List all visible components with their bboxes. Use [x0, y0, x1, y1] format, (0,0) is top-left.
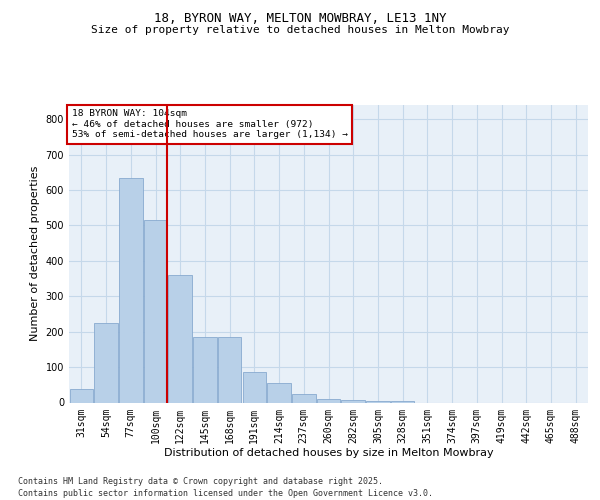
Bar — [292, 394, 316, 402]
Bar — [144, 220, 167, 402]
Bar — [317, 399, 340, 402]
Text: Contains public sector information licensed under the Open Government Licence v3: Contains public sector information licen… — [18, 488, 433, 498]
Bar — [242, 372, 266, 402]
X-axis label: Distribution of detached houses by size in Melton Mowbray: Distribution of detached houses by size … — [164, 448, 493, 458]
Y-axis label: Number of detached properties: Number of detached properties — [30, 166, 40, 342]
Text: Contains HM Land Registry data © Crown copyright and database right 2025.: Contains HM Land Registry data © Crown c… — [18, 477, 383, 486]
Text: 18 BYRON WAY: 104sqm
← 46% of detached houses are smaller (972)
53% of semi-deta: 18 BYRON WAY: 104sqm ← 46% of detached h… — [71, 110, 347, 140]
Bar — [119, 178, 143, 402]
Bar — [268, 383, 291, 402]
Bar — [193, 337, 217, 402]
Bar — [94, 323, 118, 402]
Bar — [169, 275, 192, 402]
Bar — [218, 337, 241, 402]
Bar — [366, 400, 389, 402]
Text: 18, BYRON WAY, MELTON MOWBRAY, LE13 1NY: 18, BYRON WAY, MELTON MOWBRAY, LE13 1NY — [154, 12, 446, 26]
Bar — [70, 389, 93, 402]
Text: Size of property relative to detached houses in Melton Mowbray: Size of property relative to detached ho… — [91, 25, 509, 35]
Bar — [341, 400, 365, 402]
